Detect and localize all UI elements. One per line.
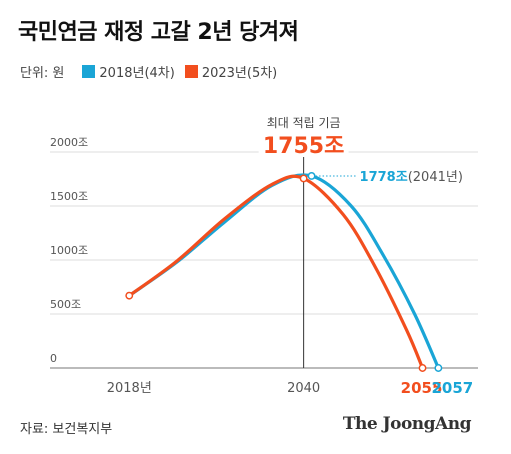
end-label-2023: 2055	[401, 379, 443, 397]
marker-end-2023	[418, 364, 427, 372]
brand-logo: The JoongAng	[342, 414, 472, 434]
marker-end-2018	[434, 364, 443, 372]
unit-label: 단위: 원	[20, 66, 65, 81]
series-line-2023	[127, 174, 425, 370]
y-tick-label: 0	[50, 352, 57, 365]
legend-item-2023: 2023년(5차)	[184, 62, 278, 81]
y-tick-label: 1000조	[50, 244, 88, 257]
x-tick-label: 2040	[287, 381, 320, 396]
peak-value: 1755조	[263, 134, 344, 159]
series-line-2018	[127, 173, 440, 370]
marker-peak-2023	[299, 174, 308, 183]
blue-peak-year: (2041년)	[408, 170, 463, 185]
legend-item-2018: 2018년(4차)	[82, 62, 175, 81]
end-label-2018: 2057	[431, 379, 473, 397]
legend: 단위: 원 2018년(4차) 2023년(5차)	[20, 62, 287, 81]
legend-swatch-2018	[82, 65, 96, 78]
y-tick-label: 1500조	[50, 190, 88, 203]
x-tick-label: 2018년	[107, 381, 152, 396]
legend-label-2023: 2023년(5차)	[201, 66, 278, 81]
y-tick-label: 500조	[50, 298, 81, 311]
blue-peak-value: 1778조	[360, 170, 408, 185]
peak-caption: 최대 적립 기금	[267, 116, 341, 130]
marker-start	[125, 291, 134, 300]
y-tick-label: 2000조	[50, 136, 88, 149]
peak-value-backing	[258, 131, 349, 157]
blue-peak-annotation: 1778조(2041년)	[360, 170, 463, 185]
source-note: 자료: 보건복지부	[20, 422, 113, 437]
legend-swatch-2023	[184, 65, 198, 78]
marker-peak-2018	[307, 172, 316, 180]
legend-label-2018: 2018년(4차)	[99, 66, 175, 81]
page-title: 국민연금 재정 고갈 2년 당겨져	[18, 20, 299, 45]
